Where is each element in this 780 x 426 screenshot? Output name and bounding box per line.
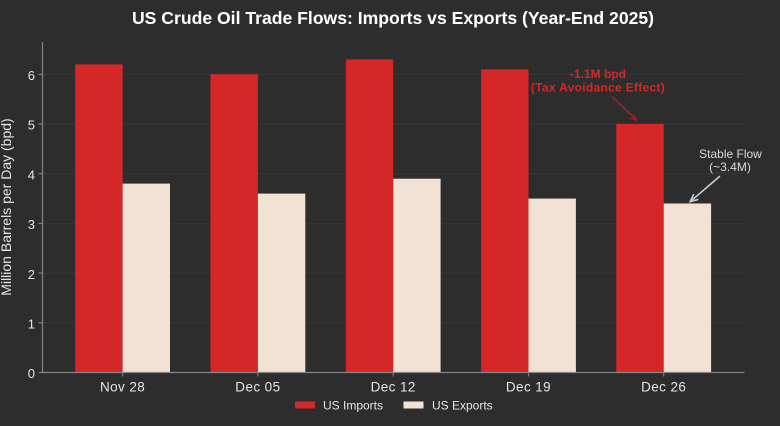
svg-text:Dec 26: Dec 26	[641, 379, 686, 394]
svg-text:Dec 12: Dec 12	[371, 379, 416, 394]
svg-text:Dec 19: Dec 19	[506, 379, 551, 394]
svg-text:US Exports: US Exports	[432, 399, 493, 413]
svg-text:Million Barrels per Day (bpd): Million Barrels per Day (bpd)	[0, 118, 14, 295]
svg-text:(~3.4M): (~3.4M)	[709, 160, 751, 174]
svg-text:-1.1M bpd: -1.1M bpd	[570, 67, 626, 81]
svg-text:Nov 28: Nov 28	[100, 379, 145, 394]
svg-text:US Imports: US Imports	[323, 399, 383, 413]
svg-text:2: 2	[28, 267, 35, 282]
svg-text:4: 4	[28, 167, 35, 182]
svg-text:(Tax Avoidance Effect): (Tax Avoidance Effect)	[531, 81, 665, 95]
svg-text:Dec 05: Dec 05	[235, 379, 280, 394]
svg-text:Stable Flow: Stable Flow	[699, 147, 762, 161]
svg-text:US Crude Oil Trade Flows: Impo: US Crude Oil Trade Flows: Imports vs Exp…	[132, 8, 654, 28]
svg-text:5: 5	[28, 118, 35, 133]
svg-text:1: 1	[28, 317, 35, 332]
svg-text:0: 0	[28, 366, 35, 381]
svg-text:6: 6	[28, 68, 35, 83]
svg-text:3: 3	[28, 217, 35, 232]
